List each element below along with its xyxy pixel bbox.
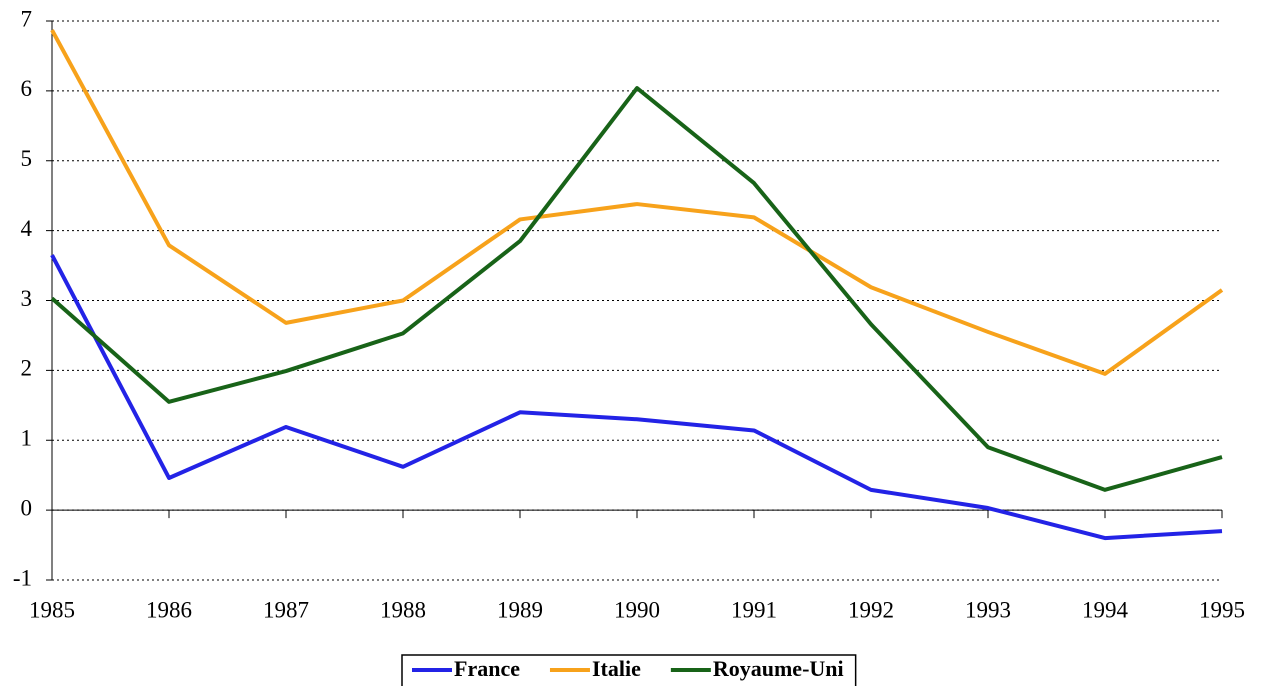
legend-label: Italie [592, 656, 641, 681]
x-tick-label: 1989 [497, 597, 543, 622]
y-tick-label: 7 [21, 6, 33, 31]
y-tick-label: 2 [21, 356, 33, 381]
series-line [50, 254, 1223, 541]
series-line [50, 86, 1223, 492]
y-tick-label: 4 [21, 216, 33, 241]
x-tick-label: 1993 [965, 597, 1011, 622]
x-tick-label: 1992 [848, 597, 894, 622]
x-tick-label: 1987 [263, 597, 309, 622]
y-tick-label: 5 [21, 146, 33, 171]
legend-label: France [454, 656, 520, 681]
x-tick-label: 1988 [380, 597, 426, 622]
x-tick-label: 1990 [614, 597, 660, 622]
x-tick-label: 1994 [1082, 597, 1129, 622]
y-tick-label: 6 [21, 76, 33, 101]
y-tick-label: 1 [21, 426, 33, 451]
series-line [50, 29, 1224, 376]
x-tick-label: 1995 [1199, 597, 1245, 622]
legend-box [401, 654, 857, 686]
legend: France Italie Royaume-Uni [401, 654, 857, 686]
y-tick-label: 3 [21, 286, 33, 311]
legend-label: Royaume-Uni [713, 656, 844, 681]
x-tick-label: 1985 [29, 597, 75, 622]
y-tick-label: -1 [13, 565, 32, 590]
y-tick-label: 0 [21, 495, 33, 520]
x-tick-label: 1986 [146, 597, 192, 622]
x-tick-label: 1991 [731, 597, 777, 622]
